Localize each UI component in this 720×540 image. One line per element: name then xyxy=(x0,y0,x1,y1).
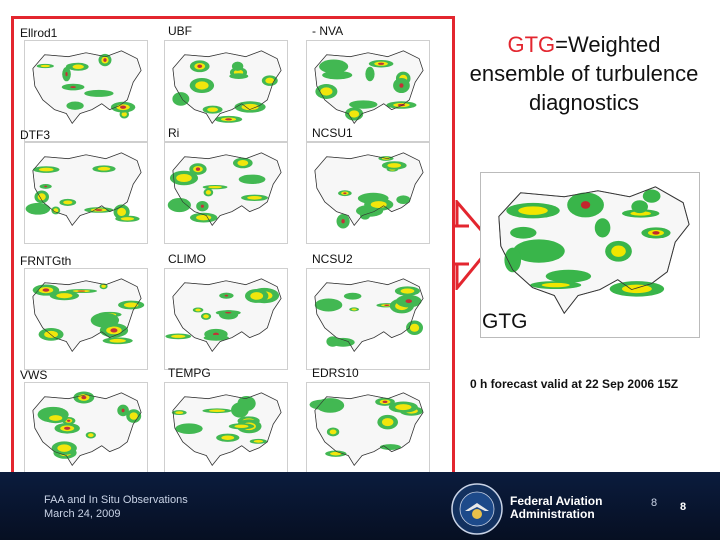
panel-label: EDRS10 xyxy=(312,366,359,380)
turbulence-map xyxy=(306,268,430,370)
forecast-caption: 0 h forecast valid at 22 Sep 2006 15Z xyxy=(470,377,679,391)
faa-seal-icon xyxy=(451,483,503,535)
panel-label: CLIMO xyxy=(168,252,207,266)
panel-label: Ellrod1 xyxy=(20,26,58,40)
gtg-map-label: GTG xyxy=(482,310,528,333)
panel-label: NCSU1 xyxy=(312,126,353,140)
turbulence-map xyxy=(24,268,148,370)
turbulence-map xyxy=(164,268,288,370)
turbulence-map xyxy=(306,40,430,142)
panel-label: DTF3 xyxy=(20,128,50,142)
panel-label: VWS xyxy=(20,368,48,382)
page-number: 8 xyxy=(651,497,658,509)
footer-date: March 24, 2009 xyxy=(44,508,121,520)
callout-rest: =Weighted ensemble of turbulence diagnos… xyxy=(469,32,699,115)
turbulence-map xyxy=(24,382,148,484)
gtg-callout: GTG=Weighted ensemble of turbulence diag… xyxy=(468,30,700,117)
page-number-bold: 8 xyxy=(680,501,687,513)
gtg-map xyxy=(480,172,700,338)
turbulence-map xyxy=(306,142,430,244)
turbulence-map xyxy=(164,382,288,484)
turbulence-map xyxy=(164,142,288,244)
agency-line-2: Administration xyxy=(510,507,595,521)
arrow-connector xyxy=(455,200,495,290)
agency-line-1: Federal Aviation xyxy=(510,494,603,508)
panel-label: NCSU2 xyxy=(312,252,353,266)
footer-bar xyxy=(0,472,720,540)
callout-gtg: GTG xyxy=(507,32,556,57)
panel-label: TEMPG xyxy=(168,366,211,380)
panel-label: FRNTGth xyxy=(20,254,72,268)
panel-label: - NVA xyxy=(312,24,344,38)
turbulence-map xyxy=(24,142,148,244)
turbulence-map xyxy=(306,382,430,484)
footer-title: FAA and In Situ Observations xyxy=(44,494,188,506)
panel-label: Ri xyxy=(168,126,180,140)
turbulence-map xyxy=(164,40,288,142)
agency-name: Federal Aviation Administration xyxy=(510,495,602,521)
turbulence-map xyxy=(24,40,148,142)
panel-label: UBF xyxy=(168,24,192,38)
